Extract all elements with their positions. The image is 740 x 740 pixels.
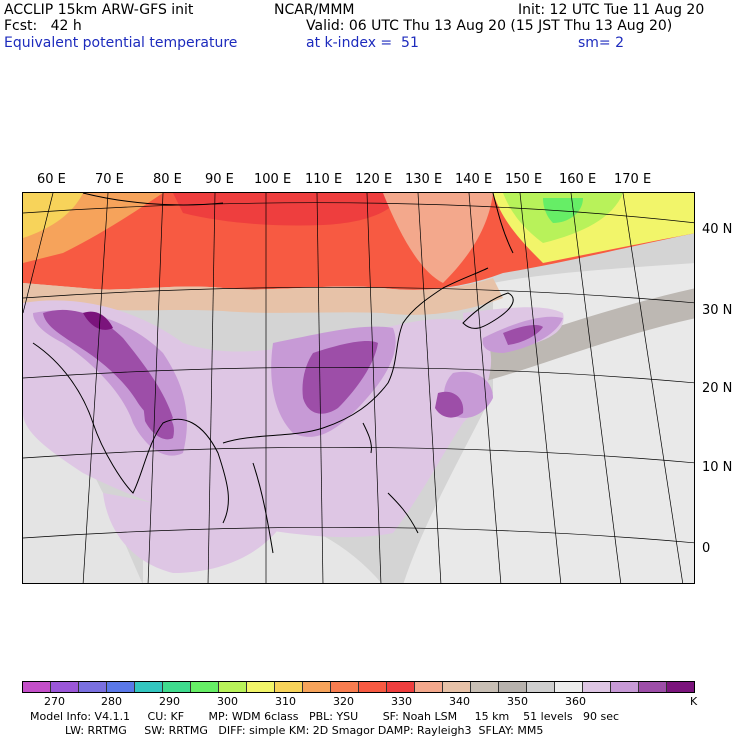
legend-label: 350 xyxy=(507,695,528,708)
lon-label: 100 E xyxy=(254,172,292,187)
legend-label: 360 xyxy=(565,695,586,708)
legend-swatch xyxy=(79,682,107,692)
legend-label: 330 xyxy=(391,695,412,708)
legend-swatch xyxy=(611,682,639,692)
lon-label: 130 E xyxy=(405,172,443,187)
legend-swatch xyxy=(23,682,51,692)
forecast-hour: Fcst: 42 h xyxy=(4,18,82,34)
color-legend xyxy=(22,681,695,693)
lon-label: 140 E xyxy=(455,172,493,187)
legend-label: 320 xyxy=(333,695,354,708)
model-title: ACCLIP 15km ARW-GFS init xyxy=(4,2,194,18)
legend-swatch xyxy=(499,682,527,692)
model-info-line2: LW: RRTMG SW: RRTMG DIFF: simple KM: 2D … xyxy=(30,724,544,737)
valid-time: Valid: 06 UTC Thu 13 Aug 20 (15 JST Thu … xyxy=(306,18,673,34)
lon-label: 120 E xyxy=(355,172,393,187)
legend-swatch xyxy=(303,682,331,692)
lon-label: 160 E xyxy=(559,172,597,187)
legend-label: 290 xyxy=(159,695,180,708)
legend-swatch xyxy=(555,682,583,692)
legend-swatch xyxy=(331,682,359,692)
legend-swatch xyxy=(135,682,163,692)
legend-swatch xyxy=(639,682,667,692)
lon-label: 110 E xyxy=(305,172,343,187)
legend-label: 300 xyxy=(217,695,238,708)
theta-e-field xyxy=(23,193,694,583)
legend-swatch xyxy=(219,682,247,692)
legend-swatch xyxy=(51,682,79,692)
lat-label: 20 N xyxy=(702,381,733,396)
lon-label: 150 E xyxy=(505,172,543,187)
lon-label: 170 E xyxy=(614,172,652,187)
legend-label: 340 xyxy=(449,695,470,708)
model-info-line1: Model Info: V4.1.1 CU: KF MP: WDM 6class… xyxy=(30,710,620,723)
legend-swatch xyxy=(387,682,415,692)
legend-swatch xyxy=(247,682,275,692)
legend-swatch xyxy=(107,682,135,692)
lat-label: 10 N xyxy=(702,460,733,475)
legend-swatch xyxy=(359,682,387,692)
institution: NCAR/MMM xyxy=(274,2,355,18)
level-info: at k-index = 51 xyxy=(306,35,419,51)
legend-swatch xyxy=(163,682,191,692)
lon-label: 60 E xyxy=(37,172,66,187)
smoothing-info: sm= 2 xyxy=(578,35,625,51)
legend-swatch xyxy=(191,682,219,692)
legend-swatch xyxy=(583,682,611,692)
map-panel xyxy=(22,192,695,584)
init-time: Init: 12 UTC Tue 11 Aug 20 xyxy=(518,2,705,18)
legend-label: 280 xyxy=(101,695,122,708)
legend-swatch xyxy=(471,682,499,692)
field-name: Equivalent potential temperature xyxy=(4,35,238,51)
lat-label: 0 xyxy=(702,541,711,556)
legend-label: 310 xyxy=(275,695,296,708)
lon-label: 90 E xyxy=(205,172,234,187)
legend-unit: K xyxy=(690,695,698,708)
legend-swatch xyxy=(667,682,694,692)
legend-swatch xyxy=(443,682,471,692)
lon-label: 80 E xyxy=(153,172,182,187)
lat-label: 40 N xyxy=(702,222,733,237)
legend-swatch xyxy=(527,682,555,692)
legend-label: 270 xyxy=(44,695,65,708)
legend-swatch xyxy=(275,682,303,692)
legend-swatch xyxy=(415,682,443,692)
lon-label: 70 E xyxy=(95,172,124,187)
lat-label: 30 N xyxy=(702,303,733,318)
